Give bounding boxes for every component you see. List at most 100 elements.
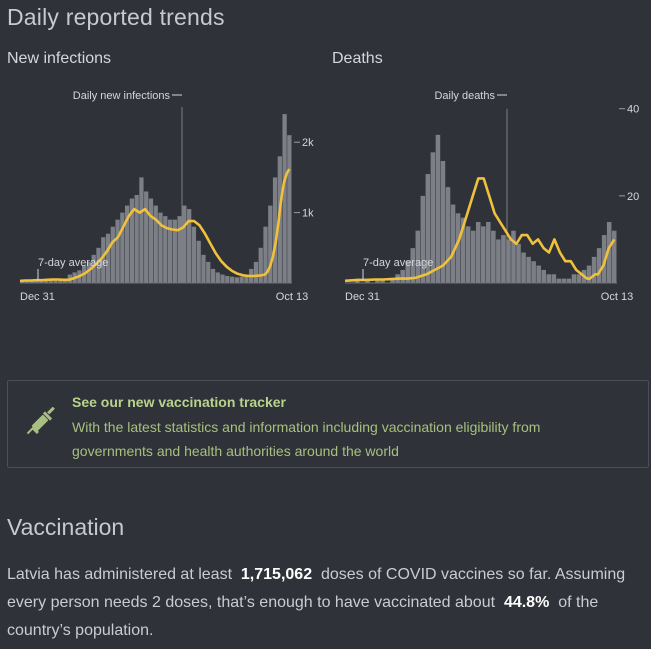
daily-bar (43, 280, 49, 283)
daily-bar (460, 217, 466, 283)
daily-bar (24, 280, 30, 283)
daily-bar (229, 276, 235, 283)
daily-bar (475, 222, 481, 283)
daily-bar (415, 230, 421, 283)
daily-bar (124, 205, 130, 283)
daily-bar (606, 222, 612, 283)
daily-bar (405, 261, 410, 283)
vaccination-doses-value: 1,715,062 (240, 566, 313, 583)
daily-bar (282, 114, 287, 283)
daily-bar (153, 205, 158, 283)
deaths-x-start-label: Dec 31 (345, 291, 380, 303)
daily-bar (516, 243, 521, 283)
daily-bar (268, 205, 273, 283)
daily-bar (191, 226, 197, 283)
daily-bar (86, 261, 92, 283)
daily-bar (380, 278, 385, 283)
infections-average-line (19, 168, 291, 283)
average-label: 7-day average (363, 257, 433, 269)
daily-bar (465, 226, 471, 283)
vaccination-text-before: Latvia has administered at least (7, 566, 233, 583)
daily-bar (445, 187, 451, 283)
daily-bar (440, 161, 446, 283)
daily-bar (167, 219, 173, 283)
daily-bar (526, 256, 531, 283)
daily-bar (234, 277, 240, 283)
daily-bar (201, 254, 206, 283)
daily-bar (481, 226, 486, 283)
deaths-x-end-label: Oct 13 (601, 291, 633, 303)
daily-bar (556, 278, 562, 283)
daily-bar (420, 195, 426, 283)
daily-bar (110, 226, 115, 283)
daily-bar (34, 280, 39, 283)
daily-bar (541, 269, 546, 283)
daily-bar (253, 261, 259, 283)
daily-bar (210, 268, 216, 283)
daily-bar (521, 252, 526, 283)
daily-bar (531, 261, 536, 283)
daily-bar (139, 177, 144, 283)
daily-bar (536, 265, 541, 283)
vaccination-heading: Vaccination (7, 514, 125, 540)
daily-bar (263, 226, 268, 283)
daily-bar (566, 278, 572, 283)
daily-bar (177, 216, 182, 283)
daily-bar (215, 272, 220, 283)
daily-bar (206, 261, 211, 283)
daily-bar (120, 212, 125, 283)
daily-bar (148, 198, 154, 283)
banner-title[interactable]: See our new vaccination tracker (72, 394, 286, 410)
daily-bar (29, 281, 34, 283)
daily-bar (53, 279, 58, 283)
daily-bar (450, 204, 456, 283)
daily-bar (39, 280, 44, 283)
chart-title-deaths: Deaths (332, 50, 383, 67)
chart-title-infections: New infections (7, 50, 112, 67)
daily-bar (576, 274, 582, 283)
daily-bar (400, 269, 405, 283)
daily-bar (220, 274, 225, 283)
daily-bar (239, 276, 244, 283)
daily-bar (187, 209, 192, 283)
daily-bar (182, 205, 187, 283)
daily-bar (591, 256, 597, 283)
daily-label: Daily new infections (73, 90, 171, 102)
daily-bar (58, 280, 63, 283)
y-tick-label: 1k (302, 208, 314, 220)
daily-bar (287, 135, 292, 283)
y-tick-label: 20 (627, 191, 639, 203)
daily-bar (425, 174, 431, 283)
daily-bar (611, 230, 617, 283)
infections-x-end-label: Oct 13 (276, 291, 308, 303)
daily-label: Daily deaths (434, 90, 495, 102)
daily-bar (144, 191, 149, 283)
daily-bar (105, 233, 111, 283)
vaccination-text-middle: doses of COVID vaccines so far. Assuming… (7, 566, 626, 611)
daily-bar (225, 275, 230, 283)
daily-bar (486, 222, 491, 283)
banner-description: With the latest statistics and informati… (72, 419, 541, 459)
y-tick-label: 40 (627, 104, 639, 116)
vaccination-tracker-banner[interactable]: See our new vaccination tracker With the… (7, 380, 649, 468)
deaths-average-line (344, 177, 616, 283)
daily-bar (455, 213, 461, 283)
daily-bar (546, 274, 552, 283)
daily-bar (129, 198, 135, 283)
daily-bar (115, 219, 120, 283)
daily-bar (470, 230, 476, 283)
daily-bar (101, 237, 106, 283)
daily-bar (244, 274, 249, 283)
daily-bar (561, 278, 567, 283)
vaccination-percent-value: 44.8% (503, 594, 550, 611)
daily-bar (501, 235, 506, 283)
vaccination-text-after: of the country’s population. (7, 594, 599, 639)
daily-bar (410, 248, 416, 283)
daily-bar (551, 274, 557, 283)
daily-bar (375, 278, 380, 283)
daily-bar (571, 274, 577, 283)
average-label: 7-day average (38, 257, 108, 269)
daily-bar (506, 239, 511, 283)
